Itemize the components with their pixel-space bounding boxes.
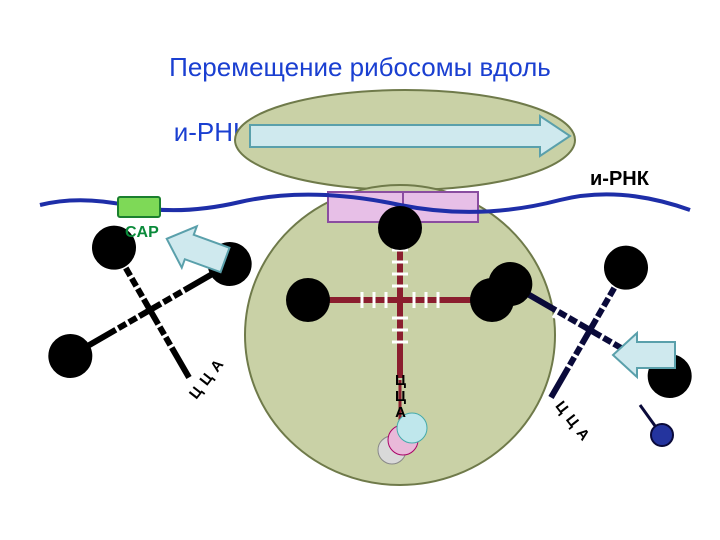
- incoming-amino-acid: [640, 405, 673, 446]
- arrow-exit: [159, 218, 232, 281]
- cca-label-center: Ц Ц А: [395, 373, 407, 420]
- diagram-root: Перемещение рибосомы вдоль и-РНК на один…: [0, 0, 720, 540]
- cap-label: CAP: [125, 224, 159, 242]
- cap-structure: [118, 197, 160, 217]
- diagram-svg: g[data-name="trna-exit-pink"] .lobe{fill…: [0, 0, 720, 540]
- mrna-label: и-РНК: [590, 168, 649, 191]
